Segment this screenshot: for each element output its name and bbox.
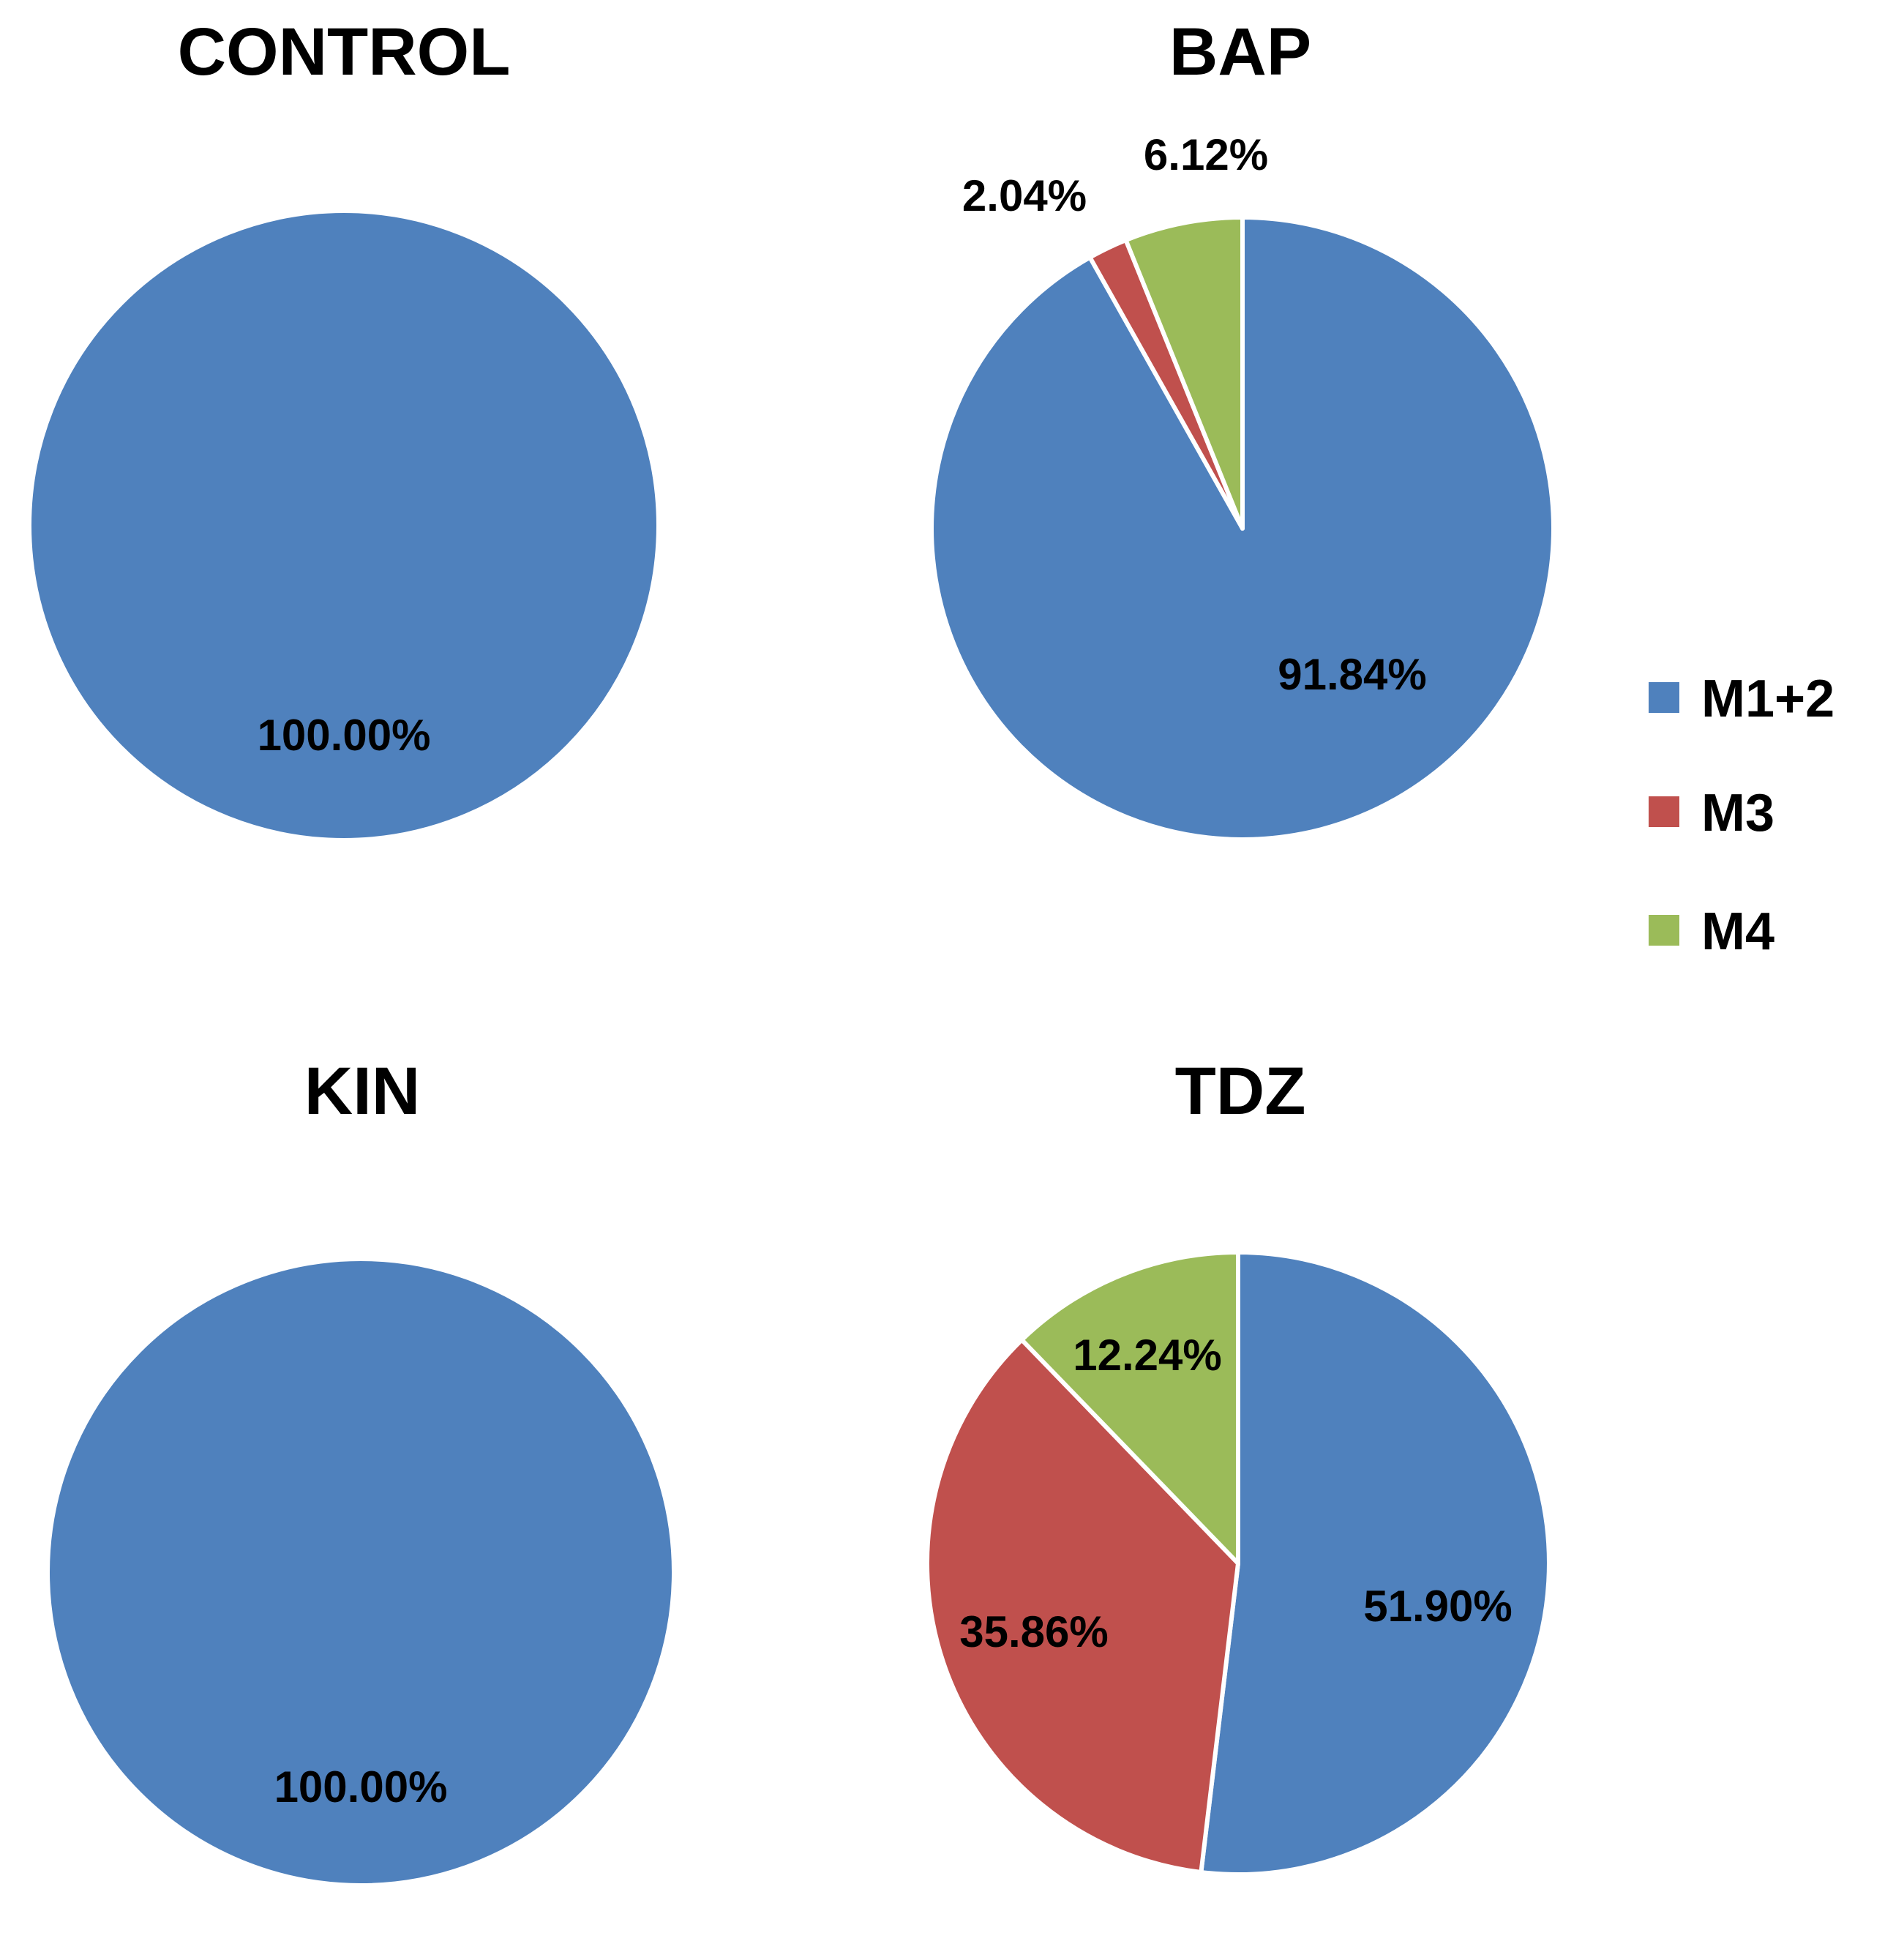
legend: M1+2 M3 M4 bbox=[1649, 670, 1834, 961]
pie-slice-control-m1-2 bbox=[27, 209, 661, 842]
chart-title-bap: BAP bbox=[1169, 15, 1311, 89]
chart-title-tdz: TDZ bbox=[1175, 1054, 1306, 1129]
legend-swatch-m1-2 bbox=[1649, 682, 1679, 713]
legend-swatch-m4 bbox=[1649, 915, 1679, 946]
legend-label-m4: M4 bbox=[1701, 902, 1774, 961]
legend-swatch-m3 bbox=[1649, 796, 1679, 827]
pie-slice-tdz-m1-2 bbox=[1199, 1250, 1551, 1877]
chart-title-control: CONTROL bbox=[178, 15, 511, 89]
pie-chart-bap: BAP 91.84% 2.04% 6.12% bbox=[929, 15, 1556, 842]
pie-chart-control: CONTROL 100.00% bbox=[27, 15, 661, 842]
legend-label-m1-2: M1+2 bbox=[1701, 670, 1834, 728]
slice-label-tdz-m1-2: 51.90% bbox=[1363, 1582, 1513, 1631]
slice-label-tdz-m3: 35.86% bbox=[959, 1607, 1109, 1656]
pie-slice-kin-m1-2 bbox=[45, 1257, 676, 1888]
pie-slice-bap-m4 bbox=[1123, 215, 1245, 531]
pie-slice-tdz-m3 bbox=[924, 1337, 1240, 1874]
legend-label-m3: M3 bbox=[1701, 784, 1774, 842]
pie-chart-kin: KIN 100.00% bbox=[45, 1054, 676, 1888]
slice-label-control-m1-2: 100.00% bbox=[258, 711, 431, 760]
slice-label-tdz-m4: 12.24% bbox=[1073, 1331, 1222, 1380]
chart-title-kin: KIN bbox=[304, 1054, 420, 1129]
slice-label-bap-m3: 2.04% bbox=[962, 171, 1087, 220]
slice-label-bap-m1-2: 91.84% bbox=[1278, 650, 1427, 699]
slice-label-kin-m1-2: 100.00% bbox=[274, 1762, 448, 1812]
pie-chart-tdz: TDZ 51.90% 35.86% 12.24% bbox=[924, 1054, 1551, 1877]
pie-slice-tdz-m4 bbox=[1019, 1250, 1240, 1566]
slice-label-bap-m4: 6.12% bbox=[1144, 130, 1268, 179]
